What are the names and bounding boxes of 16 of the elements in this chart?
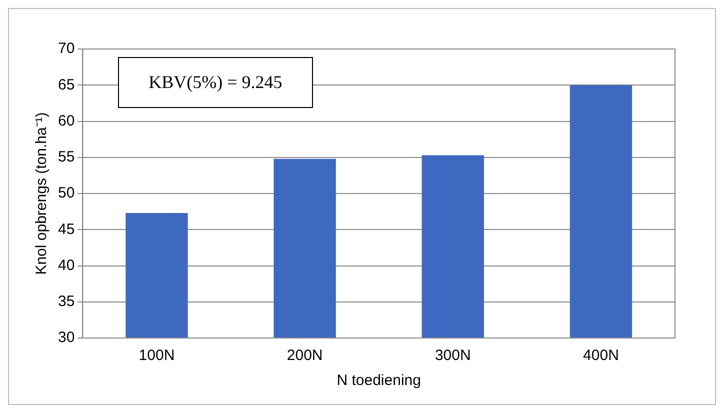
y-tick-label: 55 [58,148,75,166]
y-axis-title: Knol opbrengs (ton.ha⁻¹) [33,112,50,275]
x-tick-label: 300N [434,347,471,364]
x-tick-label: 100N [138,347,175,364]
y-tick-label: 35 [58,293,75,310]
y-tick-label: 60 [58,112,75,130]
x-tick-label: 200N [286,347,323,364]
x-axis-title: N toediening [336,372,421,390]
y-tick-label: 50 [58,184,75,202]
y-tick-label: 65 [58,76,75,94]
y-tick-label: 30 [58,329,75,346]
y-tick-label: 70 [58,40,75,58]
note-box: KBV(5%) = 9.245 [118,57,314,108]
y-tick-label: 45 [58,220,75,238]
y-tick-label: 40 [58,256,75,274]
x-tick-label: 400N [583,347,619,364]
